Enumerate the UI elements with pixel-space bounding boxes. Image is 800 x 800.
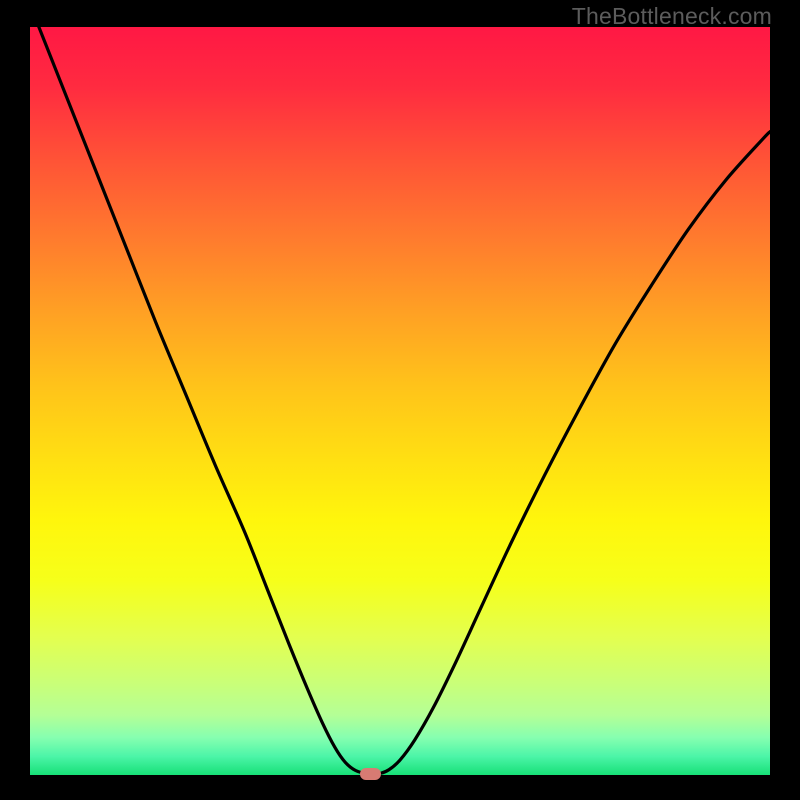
- plot-area: [30, 27, 770, 775]
- curve-min-marker: [360, 768, 381, 780]
- bottleneck-curve: [30, 27, 770, 775]
- watermark-text: TheBottleneck.com: [572, 3, 772, 30]
- chart-frame: TheBottleneck.com: [0, 0, 800, 800]
